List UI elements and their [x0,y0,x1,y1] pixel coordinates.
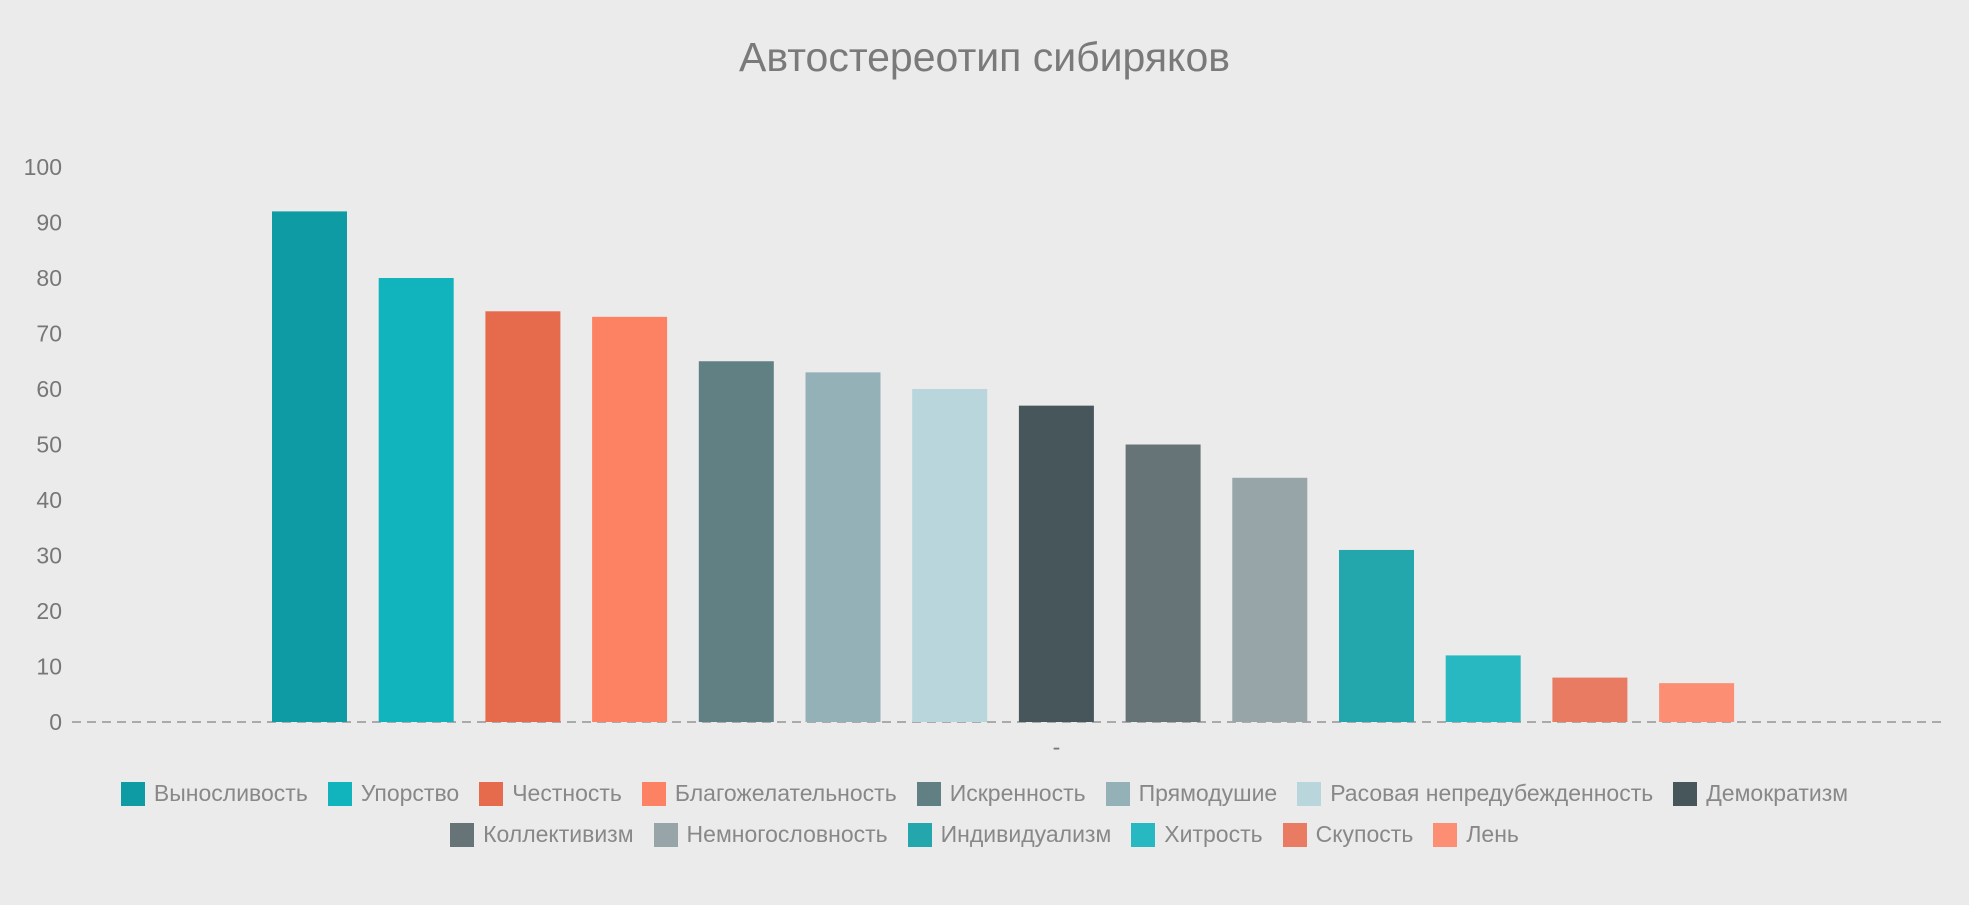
legend-swatch [653,822,678,847]
bar-5 [698,361,774,722]
bar-1 [272,211,347,722]
legend-label: Прямодушие [1138,780,1278,806]
y-tick-label: 30 [36,543,62,569]
chart-legend: Выносливость Упорство Честность Благожелате… [60,780,1909,848]
legend-item[interactable]: Хитрость [1131,821,1263,848]
legend-label: Скупость [1315,821,1414,847]
legend-swatch [1673,781,1698,806]
legend-swatch [1282,822,1307,847]
bar-3 [485,311,561,722]
bar-13 [1552,677,1628,722]
chart-title: Автостереотип сибиряков [738,34,1231,80]
legend-swatch [479,781,504,806]
y-tick-label: 10 [36,654,62,680]
legend-swatch [120,781,145,806]
x-tick-label: - [1053,734,1061,760]
legend-item[interactable]: Упорство [327,780,460,807]
legend-label: Расовая непредубежденность [1330,780,1654,806]
y-tick-label: 90 [36,210,62,236]
legend-item[interactable]: Выносливость [120,780,308,807]
legend-item[interactable]: Прямодушие [1105,780,1278,807]
bar-12 [1445,655,1521,722]
bar-10 [1232,477,1308,722]
legend-label: Благожелательность [674,780,897,806]
legend-item[interactable]: Немногословность [653,821,888,848]
legend-item[interactable]: Честность [479,780,622,807]
legend-item[interactable]: Благожелательность [641,780,897,807]
legend-item[interactable]: Демократизм [1673,780,1848,807]
legend-swatch [327,781,352,806]
y-tick-label: 20 [36,598,62,624]
y-tick-label: 100 [24,154,62,180]
legend-swatch [641,781,666,806]
bar-4 [592,316,668,722]
y-tick-label: 80 [36,265,62,291]
legend-item[interactable]: Индивидуализм [907,821,1112,848]
legend-label: Искренность [949,780,1086,806]
bar-6 [805,372,881,722]
legend-item[interactable]: Расовая непредубежденность [1297,780,1653,807]
legend-label: Коллективизм [483,821,634,847]
legend-swatch [1131,822,1156,847]
bar-8 [1018,405,1094,722]
legend-label: Выносливость [153,780,308,806]
legend-item[interactable]: Искренность [916,780,1086,807]
legend-label: Индивидуализм [940,821,1112,847]
legend-item[interactable]: Скупость [1282,821,1414,848]
y-tick-label: 40 [36,487,62,513]
legend-label: Демократизм [1706,780,1849,806]
legend-label: Упорство [360,780,460,806]
legend-swatch [916,781,941,806]
bar-2 [378,278,454,722]
legend-item[interactable]: Коллективизм [450,821,634,848]
bar-7 [912,389,988,722]
legend-swatch [450,822,475,847]
legend-swatch [1433,822,1458,847]
y-tick-label: 0 [49,709,62,735]
bar-9 [1125,444,1201,722]
y-tick-label: 50 [36,432,62,458]
y-tick-label: 60 [36,376,62,402]
legend-swatch [907,822,932,847]
legend-item[interactable]: Лень [1433,821,1519,848]
bar-14 [1659,683,1735,722]
legend-label: Хитрость [1164,821,1263,847]
legend-label: Немногословность [686,821,888,847]
legend-label: Честность [512,780,622,806]
bar-11 [1339,549,1414,722]
legend-swatch [1105,781,1130,806]
legend-swatch [1297,781,1322,806]
legend-label: Лень [1466,821,1519,847]
y-tick-label: 70 [36,321,62,347]
